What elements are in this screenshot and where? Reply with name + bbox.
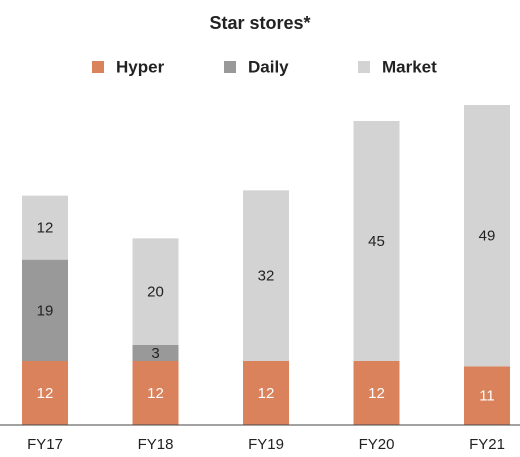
data-label: 11 [479, 388, 495, 405]
data-label: 19 [37, 302, 54, 319]
data-label: 12 [37, 385, 54, 402]
bar-segment [22, 361, 68, 425]
legend-label: Market [382, 57, 437, 76]
bar-segment [353, 361, 400, 425]
x-tick-label: FY19 [248, 436, 284, 453]
legend-label: Hyper [116, 57, 165, 76]
legend-swatch [358, 61, 370, 73]
chart-title: Star stores* [209, 13, 310, 33]
bar-segment [464, 105, 510, 367]
legend-label: Daily [248, 57, 289, 76]
bar-segment [132, 361, 179, 425]
bar-segment [464, 366, 510, 425]
bar-segment [353, 121, 400, 361]
data-label: 45 [368, 233, 385, 250]
x-tick-label: FY21 [469, 436, 505, 453]
data-label: 3 [151, 345, 159, 362]
x-tick-label: FY17 [27, 436, 63, 453]
legend-swatch [224, 61, 236, 73]
bar-segment [243, 190, 289, 361]
legend-swatch [92, 61, 104, 73]
bar-segment [132, 238, 179, 345]
bar-segment [243, 361, 289, 425]
x-tick-label: FY18 [138, 436, 174, 453]
x-tick-label: FY20 [359, 436, 395, 453]
bar-segment [22, 195, 68, 260]
data-label: 49 [479, 228, 496, 245]
data-label: 12 [147, 385, 164, 402]
data-label: 32 [258, 268, 275, 285]
data-label: 12 [258, 385, 275, 402]
bar-segment [132, 345, 179, 361]
data-label: 20 [147, 284, 164, 301]
data-label: 12 [37, 220, 54, 237]
data-label: 12 [368, 385, 385, 402]
bar-segment [22, 259, 68, 361]
